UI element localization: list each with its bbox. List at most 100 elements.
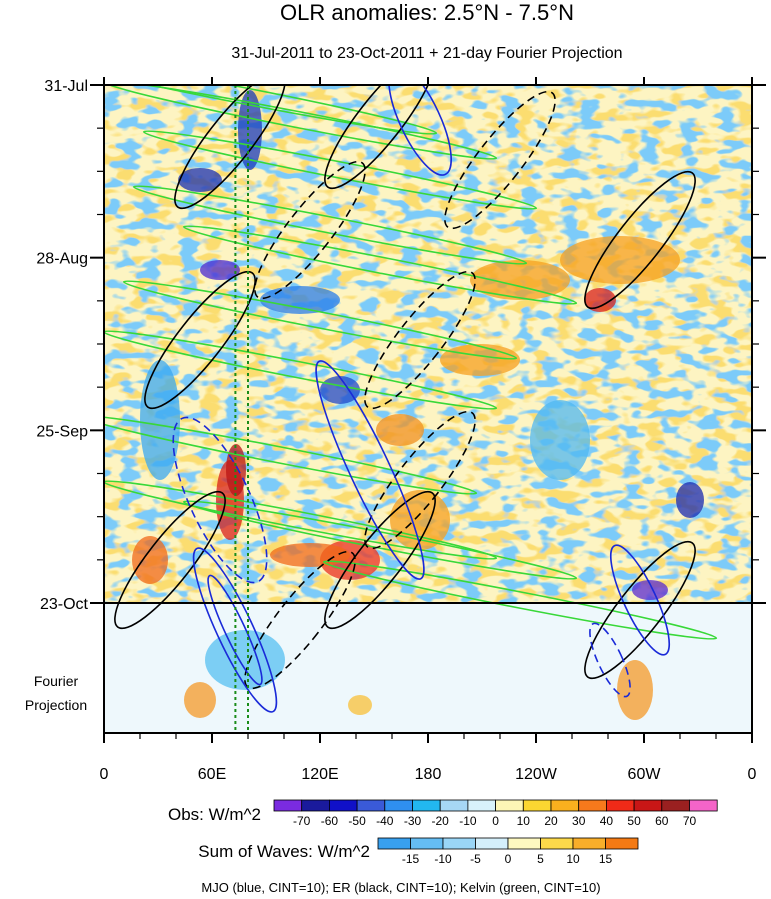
obs-colorbar-box-2: [328, 799, 358, 812]
obs-colorbar-box-10: [550, 799, 580, 812]
mjo-contour-2: [315, 360, 425, 580]
anomaly-patch-22: [617, 660, 653, 720]
obs-colorbar-box-13: [633, 799, 663, 812]
obs-colorbar-tick-label-11: 40: [600, 814, 614, 828]
er-contour-6: [364, 270, 476, 410]
y-tick-label-1: 28-Aug: [36, 251, 88, 268]
mjo-contour-0: [192, 547, 278, 713]
obs-colorbar-box-7: [467, 799, 496, 812]
x-tick-label-5: 60W: [628, 766, 662, 783]
obs-colorbar-box-12: [606, 799, 635, 812]
mjo-contour-4: [609, 544, 671, 656]
mjo-contour-5: [589, 622, 631, 698]
obs-colorbar-box-3: [356, 799, 386, 812]
x-tick-label-6: 0: [748, 766, 757, 783]
obs-colorbar-tick-label-12: 50: [627, 814, 641, 828]
wave-contours: [104, 85, 718, 713]
waves-colorbar-tick-label-1: -10: [434, 852, 452, 866]
er-contour-2: [324, 85, 436, 190]
waves-colorbar-tick-label-5: 10: [566, 852, 580, 866]
anomaly-patch-18: [260, 286, 340, 314]
obs-colorbar-box-11: [578, 799, 607, 812]
y-axis: 31-Jul 28-Aug 25-Sep 23-Oct: [36, 78, 766, 613]
obs-colorbar-tick-label-0: -70: [293, 814, 311, 828]
anomaly-patch-23: [348, 695, 372, 715]
x-tick-label-2: 120E: [301, 766, 338, 783]
anomaly-patch-20: [205, 630, 285, 690]
kelvin-contour-4: [182, 225, 578, 305]
kelvin-contour-8: [104, 480, 498, 560]
anomaly-patch-3: [270, 543, 350, 567]
anomaly-patch-15: [376, 414, 424, 446]
waves-colorbar-box-6: [572, 837, 606, 850]
y-tick-label-2: 25-Sep: [36, 423, 88, 440]
anomaly-patch-17: [530, 400, 590, 480]
obs-colorbar-tick-label-7: 0: [492, 814, 499, 828]
anomaly-patch-16: [676, 482, 704, 518]
obs-colorbar-tick-label-8: 10: [517, 814, 531, 828]
kelvin-contour-0: [104, 85, 438, 135]
anomaly-patch-9: [440, 344, 520, 376]
anomaly-patch-19: [132, 536, 168, 584]
er-contour-4: [584, 170, 696, 310]
waves-colorbar-tick-label-4: 5: [537, 852, 544, 866]
anomaly-patch-6: [632, 580, 668, 600]
obs-colorbar: Obs: W/m^2 -70 -60 -50 -40 -30 -20 -10 0 10 20 30 4…: [168, 799, 718, 828]
er-contour-1: [254, 160, 366, 300]
waves-colorbar-box-4: [507, 837, 541, 850]
anomaly-patch-8: [200, 260, 240, 280]
reference-lines: [234, 85, 249, 733]
anomaly-patch-12: [140, 360, 180, 480]
er-contour-8: [324, 490, 436, 630]
er-contour-5: [144, 270, 256, 410]
anomaly-patch-10: [470, 260, 570, 300]
obs-colorbar-box-6: [439, 799, 469, 812]
obs-colorbar-box-8: [495, 799, 524, 812]
y-tick-label-0: 31-Jul: [44, 78, 88, 95]
plot-area: 0 60E 120E 180 120W 60W 0 31-Jul 28-Aug 25-Sep 23…: [25, 77, 766, 783]
obs-colorbar-tick-label-3: -40: [376, 814, 394, 828]
waves-colorbar-box-3: [475, 837, 509, 850]
obs-colorbar-tick-label-4: -30: [404, 814, 422, 828]
obs-colorbar-box-15: [689, 799, 718, 812]
waves-colorbar-box-0: [377, 837, 411, 850]
kelvin-contour-2: [142, 130, 538, 210]
waves-colorbar-tick-label-3: 0: [505, 852, 512, 866]
mjo-contour-1: [207, 574, 263, 686]
obs-colorbar-tick-label-13: 60: [655, 814, 669, 828]
waves-colorbar-box-5: [540, 837, 574, 850]
obs-colorbar-tick-label-9: 20: [544, 814, 558, 828]
chart-title: OLR anomalies: 2.5°N - 7.5°N: [280, 0, 574, 25]
obs-colorbar-boxes: -70 -60 -50 -40 -30 -20 -10 0 10 20 30 40 50 60 70: [273, 799, 718, 828]
obs-colorbar-box-14: [661, 799, 690, 812]
waves-colorbar-boxes: -15 -10 -5 0 5 10 15: [377, 837, 639, 866]
projection-label-line2: Projection: [25, 697, 87, 713]
obs-colorbar-tick-label-14: 70: [683, 814, 697, 828]
y-tick-label-3: 23-Oct: [40, 596, 89, 613]
obs-colorbar-box-4: [384, 799, 413, 812]
anomaly-patch-5: [320, 376, 360, 404]
kelvin-contour-5: [122, 280, 518, 360]
er-contour-7: [114, 490, 226, 630]
kelvin-contour-6: [104, 330, 498, 410]
kelvin-contour-3: [132, 185, 528, 265]
obs-colorbar-tick-label-6: -10: [459, 814, 477, 828]
er-contour-11: [364, 410, 476, 550]
kelvin-contour-7: [104, 415, 478, 495]
anomaly-patch-21: [184, 682, 216, 718]
waves-colorbar-tick-label-0: -15: [402, 852, 420, 866]
er-contour-10: [584, 540, 696, 680]
kelvin-contour-1: [104, 85, 498, 160]
x-tick-label-1: 60E: [198, 766, 226, 783]
x-tick-label-0: 0: [100, 766, 109, 783]
kelvin-contour-9: [182, 500, 578, 580]
obs-colorbar-tick-label-2: -50: [348, 814, 366, 828]
contour-legend-footer: MJO (blue, CINT=10); ER (black, CINT=10)…: [201, 880, 600, 895]
waves-colorbar-box-1: [410, 837, 444, 850]
anomaly-patch-11: [560, 236, 680, 284]
obs-colorbar-box-5: [412, 799, 441, 812]
field-patches: [132, 90, 704, 720]
obs-colorbar-tick-label-10: 30: [572, 814, 586, 828]
obs-colorbar-label: Obs: W/m^2: [168, 805, 261, 824]
